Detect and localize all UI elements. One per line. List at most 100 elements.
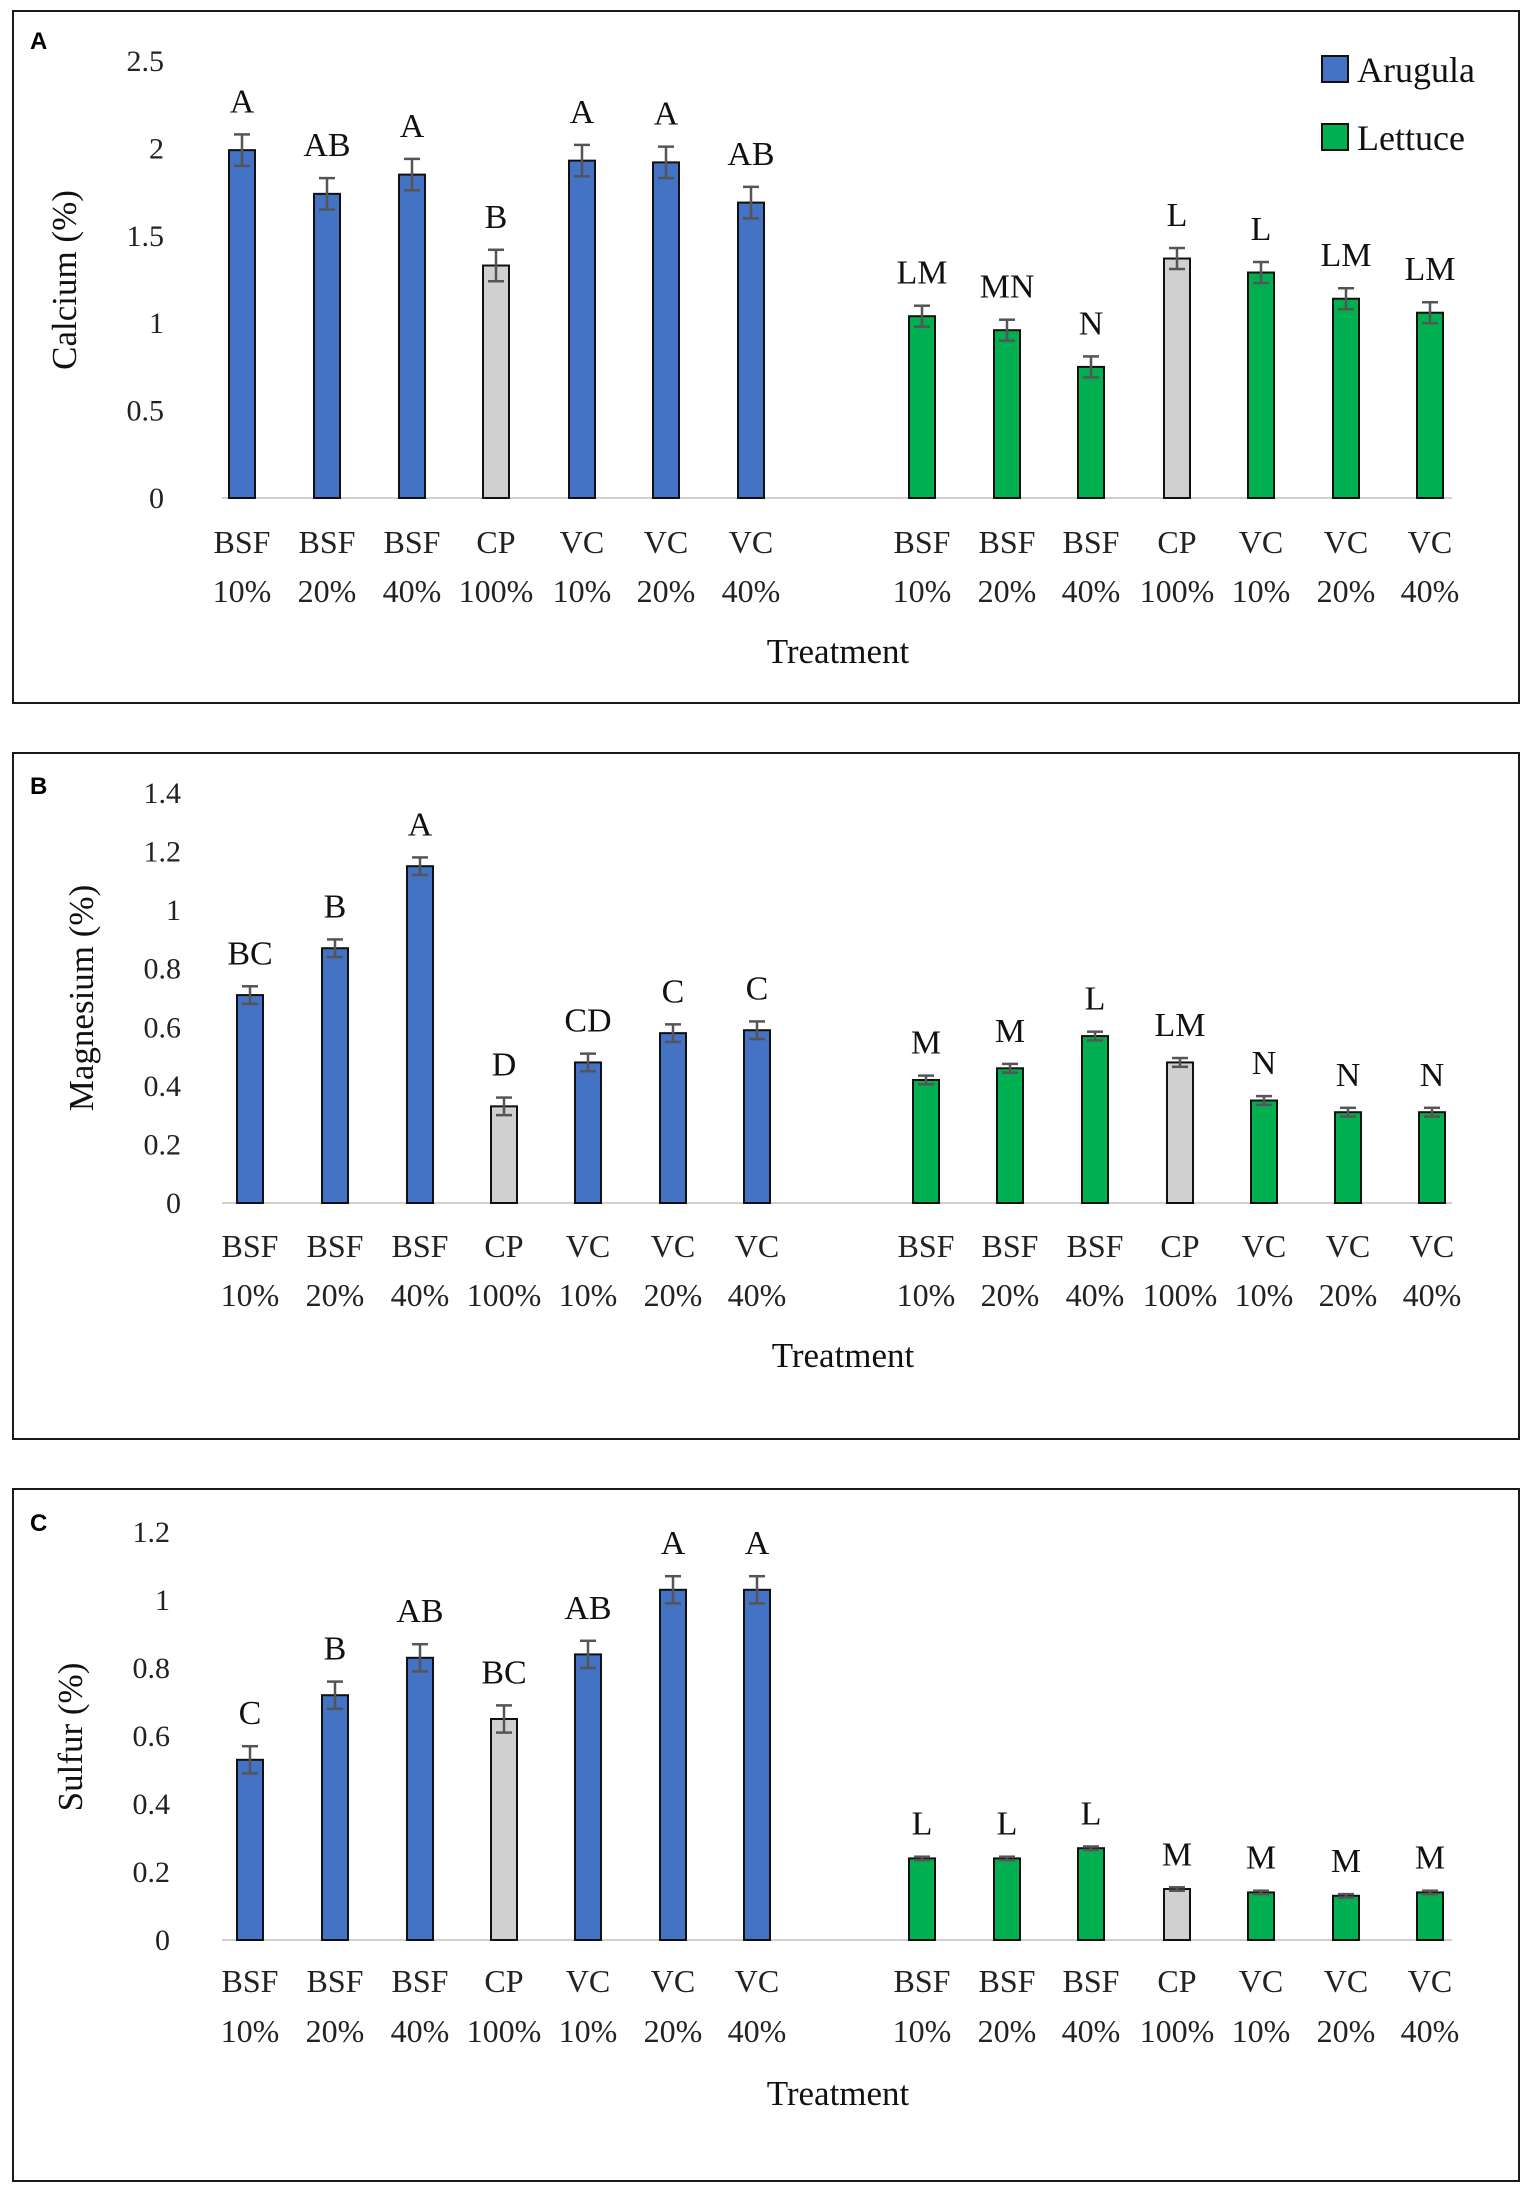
panel-c-arugula-category-label: BSF xyxy=(307,1963,364,1999)
panel-b-lettuce-category-label: VC xyxy=(1410,1228,1454,1264)
panel-a-lettuce-significance-label: LM xyxy=(1321,237,1372,274)
panel-b-y-axis-title: Magnesium (%) xyxy=(62,885,101,1111)
panel-c-arugula-bar xyxy=(406,1656,434,1942)
panel-c-arugula-significance-label: C xyxy=(239,1695,262,1732)
panel-a-arugula-category-percent: 10% xyxy=(213,573,272,609)
panel-b-arugula-significance-label: CD xyxy=(564,1003,611,1040)
panel-a-arugula-significance-label: A xyxy=(654,96,679,133)
panel-c-ytick-label: 0.4 xyxy=(133,1788,171,1821)
panel-c-arugula-significance-label: AB xyxy=(564,1590,611,1627)
panel-a-lettuce-category-label: BSF xyxy=(979,524,1036,560)
panel-b-arugula-bar xyxy=(490,1105,518,1205)
panel-b-lettuce-significance-label: L xyxy=(1085,981,1106,1018)
panel-a-lettuce-category-label: VC xyxy=(1324,524,1368,560)
panel-c-arugula-category-label: BSF xyxy=(222,1963,279,1999)
panel-a-lettuce-category-percent: 100% xyxy=(1140,573,1215,609)
panel-b-lettuce-bar xyxy=(1250,1099,1278,1204)
panel-c-arugula-category-percent: 10% xyxy=(221,2013,280,2049)
panel-b-arugula-category-label: VC xyxy=(566,1228,610,1264)
panel-c-lettuce-category-label: VC xyxy=(1239,1963,1283,1999)
panel-a-lettuce-category-label: VC xyxy=(1408,524,1452,560)
panel-b-x-axis-title: Treatment xyxy=(772,1336,915,1375)
panel-c-arugula-bar xyxy=(574,1653,602,1942)
panel-c-lettuce-category-percent: 40% xyxy=(1401,2013,1460,2049)
panel-b-arugula-category-percent: 40% xyxy=(728,1277,787,1313)
panel-c-lettuce-significance-label: L xyxy=(912,1806,933,1843)
panel-c-lettuce-category-percent: 40% xyxy=(1062,2013,1121,2049)
panel-a-lettuce-category-percent: 20% xyxy=(978,573,1037,609)
panel-c-arugula-category-label: CP xyxy=(484,1963,523,1999)
panel-b-lettuce-significance-label: N xyxy=(1336,1057,1361,1094)
panel-a-lettuce-bar xyxy=(1332,297,1360,499)
panel-c-lettuce-significance-label: M xyxy=(1415,1840,1445,1877)
panel-b-lettuce-category-percent: 20% xyxy=(1319,1277,1378,1313)
panel-b-lettuce-category-percent: 10% xyxy=(897,1277,956,1313)
legend-lettuce-swatch xyxy=(1321,123,1349,151)
panel-b-lettuce-bar xyxy=(1081,1035,1109,1204)
panel-c-lettuce-bar xyxy=(1077,1847,1105,1941)
panel-a-arugula-bar xyxy=(482,264,510,499)
panel-a-ytick-label: 0 xyxy=(149,482,164,515)
panel-c-arugula-category-percent: 20% xyxy=(644,2013,703,2049)
panel-c-ytick-label: 0.2 xyxy=(133,1856,171,1889)
panel-b-lettuce-category-label: BSF xyxy=(982,1228,1039,1264)
panel-b-arugula-category-label: BSF xyxy=(392,1228,449,1264)
panel-a-lettuce-category-percent: 20% xyxy=(1317,573,1376,609)
panel-b-arugula-bar xyxy=(574,1061,602,1205)
panel-c-arugula-bar xyxy=(321,1694,349,1941)
panel-b-lettuce-significance-label: N xyxy=(1420,1057,1445,1094)
panel-c-lettuce-category-label: VC xyxy=(1324,1963,1368,1999)
panel-b-lettuce-bar xyxy=(1418,1111,1446,1204)
panel-a-arugula-significance-label: AB xyxy=(303,127,350,164)
panel-a-arugula-category-percent: 40% xyxy=(383,573,442,609)
panel-c-lettuce-bar xyxy=(1416,1891,1444,1942)
panel-b-arugula-significance-label: D xyxy=(492,1047,517,1084)
panel-b-arugula-significance-label: B xyxy=(324,888,347,925)
panel-a-ytick-label: 1.5 xyxy=(127,220,165,253)
panel-a-lettuce-category-label: CP xyxy=(1157,524,1196,560)
panel-c-lettuce-significance-label: M xyxy=(1162,1836,1192,1873)
panel-c-lettuce-category-percent: 100% xyxy=(1140,2013,1215,2049)
panel-a-arugula-bar xyxy=(398,173,426,499)
panel-c-arugula-significance-label: BC xyxy=(481,1654,526,1691)
panel-a-arugula-category-label: VC xyxy=(729,524,773,560)
panel-a-arugula-category-percent: 100% xyxy=(459,573,534,609)
panel-c-arugula-category-percent: 10% xyxy=(559,2013,618,2049)
panel-a-lettuce-category-percent: 40% xyxy=(1062,573,1121,609)
panel-c-ytick-label: 1 xyxy=(155,1584,170,1617)
panel-b-lettuce-significance-label: LM xyxy=(1155,1007,1206,1044)
panel-c-arugula-category-label: VC xyxy=(651,1963,695,1999)
panel-b-ytick-label: 0 xyxy=(166,1187,181,1220)
panel-a-arugula-category-percent: 40% xyxy=(722,573,781,609)
panel-c-arugula-bar xyxy=(743,1588,771,1942)
panel-c-ytick-label: 0 xyxy=(155,1924,170,1957)
panel-c-lettuce-category-label: VC xyxy=(1408,1963,1452,1999)
panel-a-lettuce-bar xyxy=(908,315,936,500)
panel-c-ytick-label: 0.8 xyxy=(133,1652,171,1685)
panel-b-arugula-category-label: CP xyxy=(484,1228,523,1264)
panel-a-arugula-significance-label: AB xyxy=(727,136,774,173)
panel-c-lettuce-category-label: BSF xyxy=(979,1963,1036,1999)
panel-a-ytick-label: 2 xyxy=(149,132,164,165)
panel-c-arugula-bar xyxy=(490,1718,518,1941)
panel-c-lettuce-bar xyxy=(1163,1888,1191,1941)
panel-c-arugula-category-percent: 40% xyxy=(728,2013,787,2049)
panel-c-arugula-category-label: VC xyxy=(566,1963,610,1999)
legend-lettuce-label: Lettuce xyxy=(1357,118,1465,158)
panel-a-ytick-label: 1 xyxy=(149,307,164,340)
legend-arugula-swatch xyxy=(1321,55,1349,83)
panel-b-lettuce-category-percent: 40% xyxy=(1403,1277,1462,1313)
panel-c-arugula-significance-label: A xyxy=(745,1525,770,1562)
panel-b-lettuce-bar xyxy=(1166,1061,1194,1205)
panel-b-lettuce-bar xyxy=(996,1067,1024,1205)
panel-b-lettuce-category-label: BSF xyxy=(1067,1228,1124,1264)
panel-c-lettuce-bar xyxy=(1332,1894,1360,1942)
panel-a-arugula-significance-label: B xyxy=(485,199,508,236)
panel-a-lettuce-category-label: BSF xyxy=(894,524,951,560)
panel-b-arugula-category-percent: 10% xyxy=(221,1277,280,1313)
panel-c-lettuce-significance-label: M xyxy=(1246,1840,1276,1877)
panel-a-arugula-category-percent: 20% xyxy=(298,573,357,609)
panel-a-x-axis-title: Treatment xyxy=(767,632,910,671)
panel-c-x-axis-title: Treatment xyxy=(767,2074,910,2113)
